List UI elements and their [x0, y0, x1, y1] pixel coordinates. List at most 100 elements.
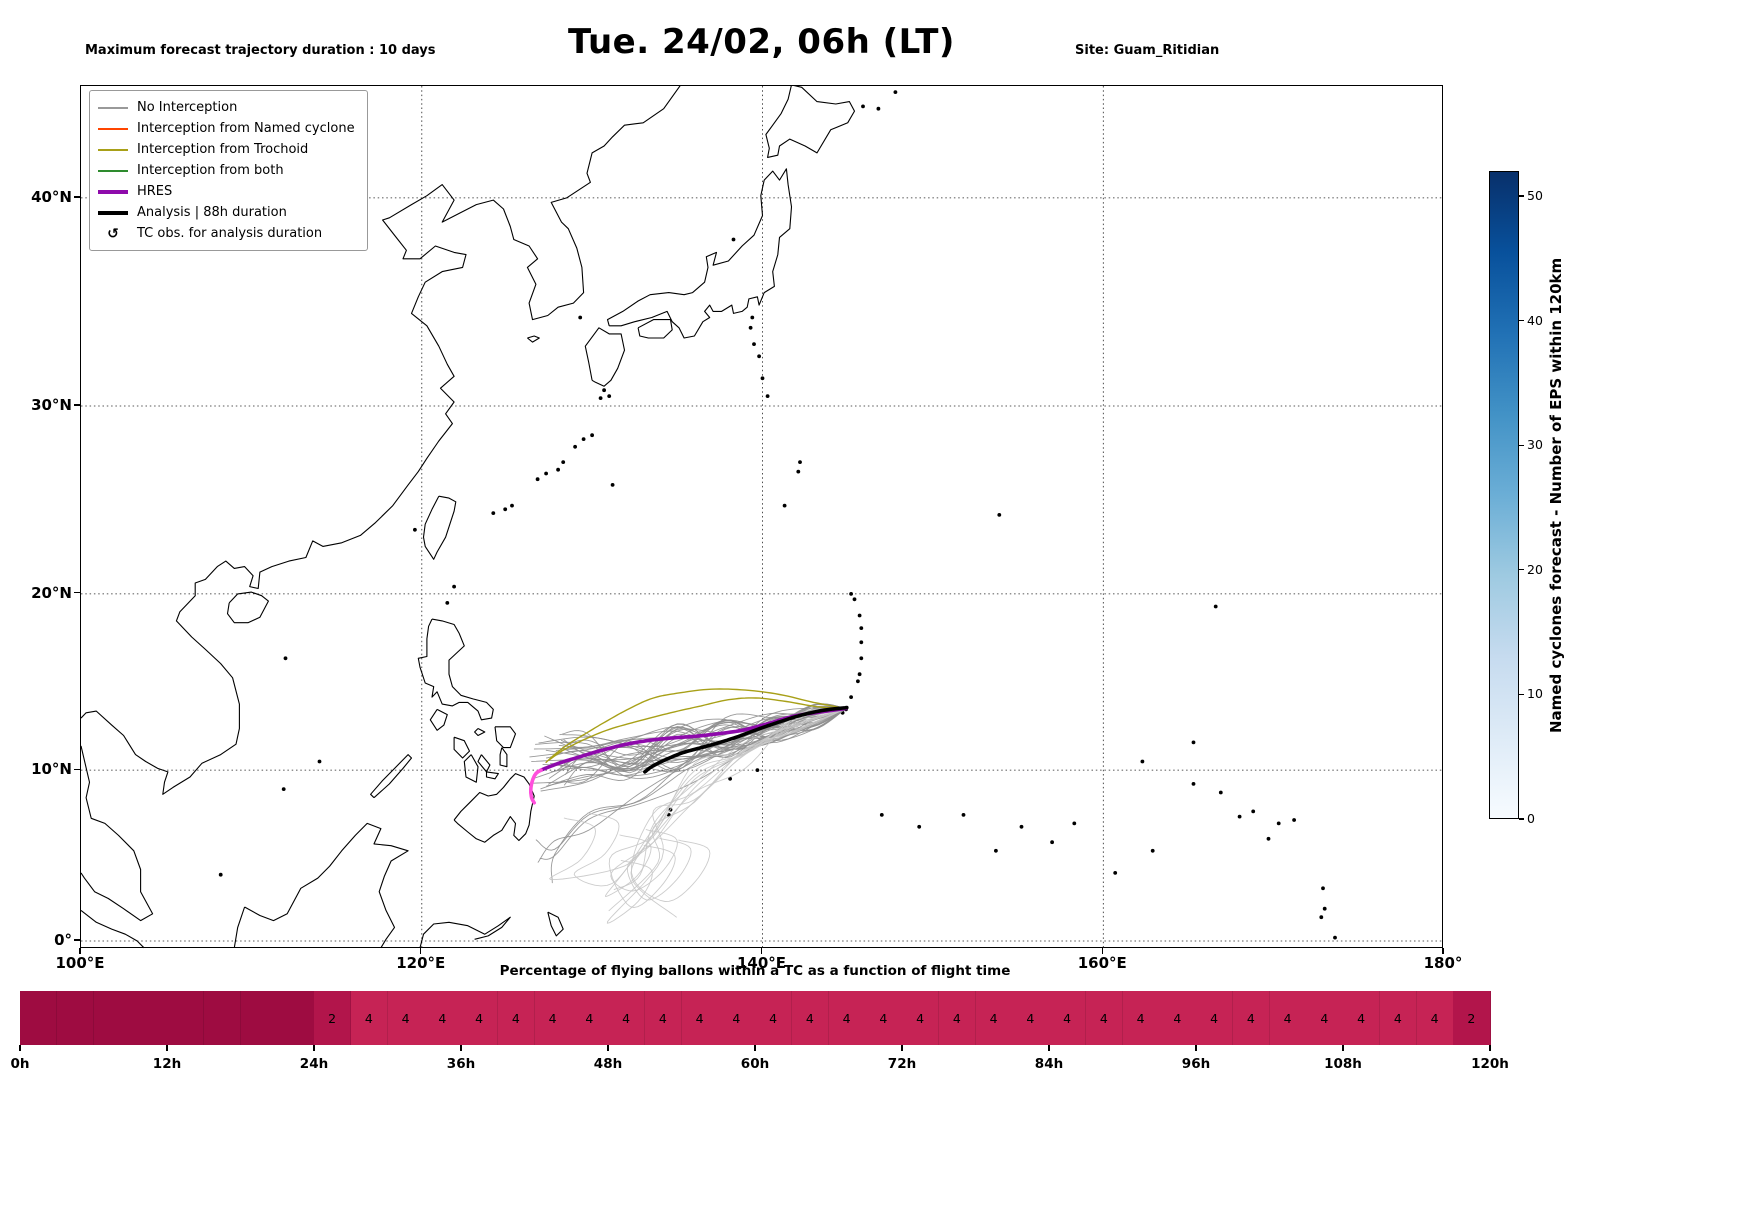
coastline	[417, 618, 494, 721]
island-dot	[755, 768, 760, 772]
island-dot	[573, 444, 577, 449]
coastline	[422, 495, 457, 560]
strip-cell	[167, 991, 205, 1045]
legend-label: Interception from Named cyclone	[137, 121, 355, 136]
legend-item: Analysis | 88h duration	[98, 202, 355, 223]
island-dot	[1050, 840, 1054, 845]
coastline	[765, 86, 856, 158]
y-axis-tick-label: 0°	[54, 931, 72, 949]
legend-item: HRES	[98, 181, 355, 202]
island-dot	[796, 469, 801, 474]
coastline	[494, 726, 517, 749]
trajectory-analysis	[643, 705, 849, 774]
y-axis-tickmark	[74, 196, 80, 198]
island-dot	[1266, 836, 1271, 841]
strip-tickmark	[607, 1045, 609, 1051]
strip-cell	[56, 991, 94, 1045]
island-dot	[728, 776, 732, 781]
trajectory-ensemble	[608, 708, 847, 908]
island-dot	[1322, 906, 1327, 911]
island-dot	[535, 477, 540, 482]
strip-cell	[277, 991, 315, 1045]
y-axis-tickmark	[74, 768, 80, 770]
strip-cell: 4	[1122, 991, 1160, 1045]
strip-cell: 4	[1049, 991, 1087, 1045]
strip-cell: 4	[902, 991, 940, 1045]
legend-item: Interception from both	[98, 160, 355, 181]
colorbar-tick-label: 10	[1527, 686, 1543, 702]
colorbar-tickmark	[1519, 693, 1524, 695]
strip-tickmark	[1342, 1045, 1344, 1051]
x-axis-tickmark	[79, 948, 81, 954]
trajectory-hres-tail	[529, 768, 543, 805]
strip-cell: 4	[791, 991, 829, 1045]
island-dot	[857, 672, 862, 677]
island-dot	[876, 106, 881, 111]
legend-line-swatch	[98, 148, 128, 151]
strip-cell	[20, 991, 58, 1045]
island-dot	[503, 507, 508, 512]
coastline	[547, 911, 564, 937]
coastline	[463, 754, 479, 783]
legend-item: ↺ TC obs. for analysis duration	[98, 223, 355, 244]
trajectory-ensemble	[631, 708, 847, 902]
island-dot	[798, 460, 802, 464]
x-axis-tick-label: 180°	[1423, 954, 1463, 972]
site-info-line: Site: Guam_Ritidian	[1075, 42, 1220, 58]
trajectory-ensemble	[605, 707, 847, 897]
strip-tick-label: 84h	[1034, 1056, 1064, 1072]
island-dot	[861, 104, 865, 109]
trajectory-ensemble	[608, 708, 847, 912]
colorbar-tickmark	[1519, 444, 1524, 446]
strip-cell: 4	[828, 991, 866, 1045]
coastline	[477, 754, 491, 773]
island-dot	[760, 376, 765, 381]
strip-cell: 4	[608, 991, 646, 1045]
strip-tick-label: 0h	[10, 1056, 30, 1072]
island-dot	[510, 503, 514, 508]
island-dot	[849, 592, 853, 596]
island-dot	[731, 237, 736, 242]
island-dot	[491, 511, 496, 515]
colorbar-tickmark	[1519, 195, 1524, 197]
y-axis-tick-label: 20°N	[31, 583, 72, 602]
strip-cell: 4	[1379, 991, 1417, 1045]
strip-cell: 4	[755, 991, 793, 1045]
strip-tick-label: 108h	[1324, 1056, 1362, 1072]
strip-cell: 4	[1269, 991, 1307, 1045]
island-dot	[1191, 782, 1196, 786]
strip-tick-label: 24h	[299, 1056, 329, 1072]
y-axis-tick-label: 30°N	[31, 395, 72, 414]
colorbar-tick-label: 20	[1527, 561, 1543, 577]
strip-cell: 4	[1159, 991, 1197, 1045]
island-dot	[578, 315, 583, 320]
coastline	[606, 168, 793, 339]
strip-cell: 4	[1232, 991, 1270, 1045]
trajectory-ensemble	[550, 708, 847, 777]
map-canvas	[81, 86, 1444, 949]
island-dot	[852, 597, 857, 602]
strip-tick-label: 12h	[152, 1056, 182, 1072]
strip-cell	[93, 991, 131, 1045]
strip-cell: 4	[644, 991, 682, 1045]
legend-line-swatch	[98, 210, 128, 215]
trajectory-ensemble	[537, 708, 847, 863]
colorbar-tick-label: 30	[1527, 437, 1543, 453]
strip-tick-label: 48h	[593, 1056, 623, 1072]
strip-tick-label: 120h	[1471, 1056, 1509, 1072]
strip-cell: 4	[1306, 991, 1344, 1045]
island-dot	[598, 396, 603, 400]
colorbar-tick-label: 50	[1527, 187, 1543, 203]
coastline	[485, 771, 499, 780]
colorbar-tickmark	[1519, 818, 1524, 820]
island-dot	[317, 759, 322, 764]
strip-tickmark	[754, 1045, 756, 1051]
coastline	[81, 86, 681, 795]
coastline	[584, 327, 626, 387]
strip-cell: 4	[571, 991, 609, 1045]
coastline	[429, 708, 448, 731]
island-dot	[748, 325, 753, 330]
island-dot	[752, 342, 756, 346]
strip-cell: 4	[938, 991, 976, 1045]
island-dot	[859, 640, 864, 645]
